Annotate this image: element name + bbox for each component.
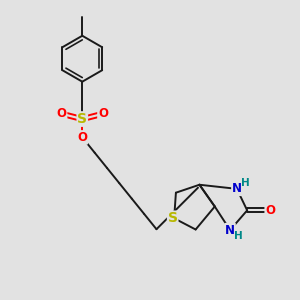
Text: O: O — [265, 204, 275, 217]
Text: O: O — [98, 107, 108, 120]
Text: H: H — [241, 178, 250, 188]
Text: N: N — [225, 224, 235, 237]
Text: S: S — [77, 112, 87, 126]
Text: N: N — [232, 182, 242, 195]
Text: O: O — [77, 131, 87, 144]
Text: H: H — [234, 231, 243, 241]
Text: S: S — [168, 211, 178, 225]
Text: O: O — [57, 107, 67, 120]
